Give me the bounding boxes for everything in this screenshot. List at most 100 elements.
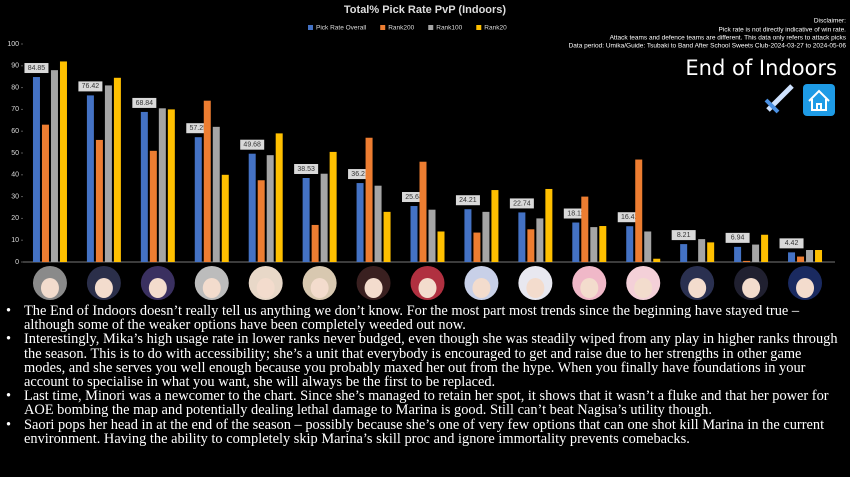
value-label-box [509,198,534,209]
value-label-box [78,81,103,92]
bar [743,260,751,262]
y-tick-label: 10 [11,237,19,244]
bar [257,180,265,262]
portrait [140,266,175,300]
bar [158,108,166,262]
bar [356,183,364,262]
bar [374,185,382,262]
y-tick-label: 90 [11,63,19,70]
bar [320,173,328,262]
bar [464,209,472,262]
bar [203,100,211,263]
y-tick-label: 50 [11,150,19,157]
bar [329,151,337,262]
bar [428,209,436,262]
bar [653,258,661,262]
y-tick-label: 30 [11,193,19,200]
value-label: 57.25 [190,125,208,132]
portrait-face [580,278,599,298]
disclaimer-line: Attack teams and defence teams are diffe… [610,35,847,42]
bar [365,137,373,262]
legend-swatch [308,25,313,30]
portrait-face [526,278,545,298]
bar [95,139,103,262]
value-label-box [617,212,642,223]
y-tick-label: 20 [11,215,19,222]
portrait [464,266,499,300]
bar [221,174,229,262]
y-tick-label: 100 [7,41,19,48]
portrait-face [688,278,707,298]
legend-label: Pick Rate Overall [316,25,367,32]
portrait [32,266,67,300]
bar [59,61,67,262]
portrait [680,266,715,300]
bar [806,250,814,262]
value-label: 76.42 [82,83,100,90]
y-tick-label: 60 [11,128,19,135]
portrait-face [418,278,437,298]
value-label-box [240,139,265,150]
bar [140,111,148,262]
y-tick-label: 0 [15,259,19,266]
y-tick-label: 40 [11,172,19,179]
bar [311,224,319,262]
notes: The End of Indoors doesn’t really tell u… [0,304,840,446]
portrait-face [310,278,329,298]
chart: Total% Pick Rate PvP (Indoors) Disclaime… [7,4,847,300]
portrait [248,266,283,300]
bar [680,244,688,262]
note: Interestingly, Mika’s high usage rate in… [6,332,840,389]
value-label: 49.68 [243,142,261,149]
bar [734,246,742,262]
bar [788,252,796,262]
bar [437,231,445,262]
bar [626,226,634,262]
bar [113,77,121,262]
value-label-box [402,192,426,203]
disclaimer-line: Data period: Umika/Guide: Tsubaki to Ban… [569,43,847,50]
bar [275,133,283,262]
bar [635,159,643,262]
bar [590,227,598,262]
portrait [518,266,553,300]
value-label-box [563,208,588,219]
portrait-face [796,278,815,298]
legend-swatch [428,25,434,30]
legend-label: Rank20 [484,25,507,32]
value-label: 16.42 [621,214,639,221]
bar [50,70,58,262]
value-label: 68.84 [136,100,154,107]
bar [599,226,607,262]
legend-label: Rank200 [388,25,414,32]
home-bg [803,84,835,116]
value-label: 18.11 [567,210,584,217]
bar [383,211,391,262]
heading: End of Indoors [685,56,837,80]
value-label: 22.74 [513,200,531,207]
bar [482,211,490,262]
y-tick-label: 70 [11,106,19,113]
value-label-box [186,123,211,134]
portrait [410,266,445,300]
bar [545,188,553,262]
disclaimer: Disclaimer: Pick rate is not directly in… [569,18,847,50]
bar [248,153,256,262]
chart-title: Total% Pick Rate PvP (Indoors) [344,4,507,16]
bar [752,244,760,262]
value-label: 4.42 [785,240,799,247]
portrait [86,266,121,300]
legend-swatch [476,25,482,30]
portrait [572,266,607,300]
bar [491,190,499,262]
value-label: 25.68 [405,194,423,201]
disclaimer-line: Disclaimer: [814,18,846,25]
bar [86,95,94,262]
portrait-face [256,278,275,298]
bar [167,109,175,263]
bar [104,85,112,262]
disclaimer-line: Pick rate is not directly indicative of … [718,27,846,34]
value-label: 84.85 [28,65,46,72]
y-tick-label: 80 [11,84,19,91]
value-label: 24.21 [459,197,477,204]
